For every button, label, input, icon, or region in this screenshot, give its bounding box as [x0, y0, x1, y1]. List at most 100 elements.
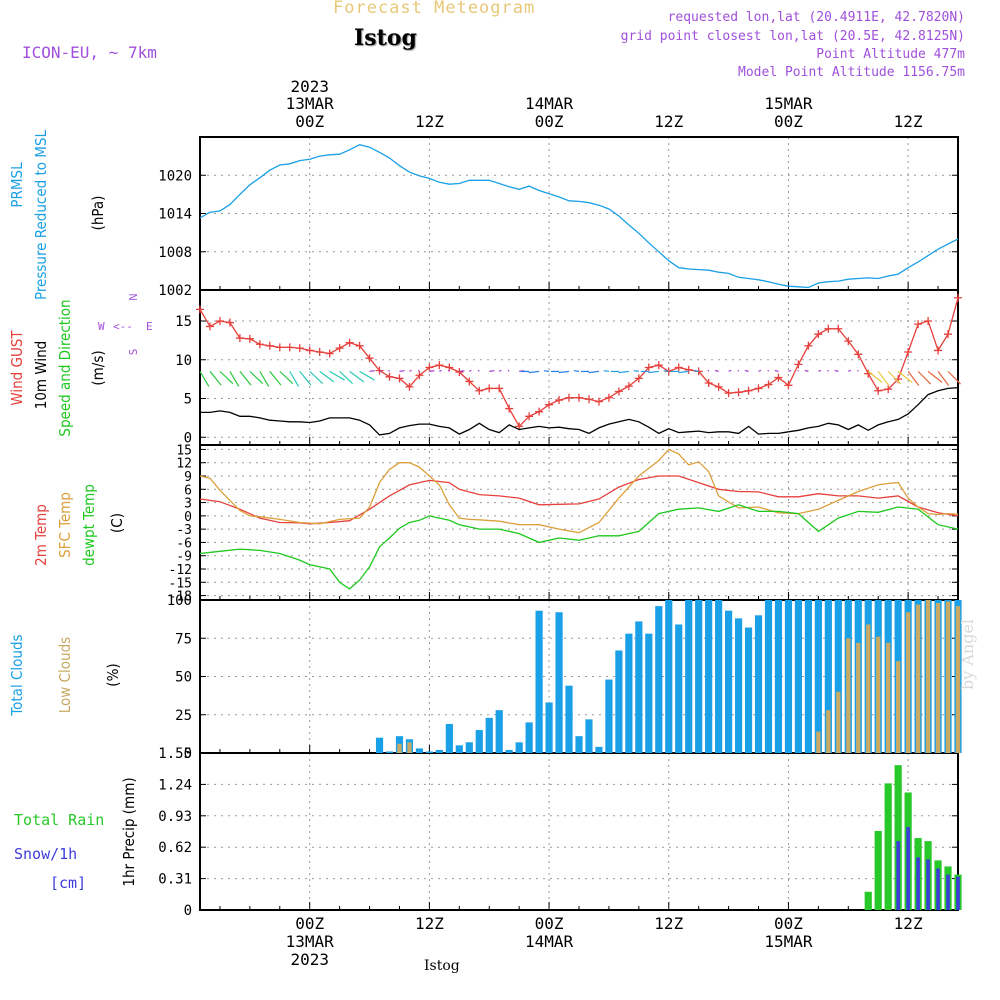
gust-point [914, 320, 923, 329]
gust-point [196, 305, 204, 314]
wind-arrow [417, 369, 420, 372]
wind-arrow [319, 370, 335, 383]
gust-point [435, 361, 444, 370]
gust-point [624, 382, 633, 391]
gust-point [255, 340, 264, 349]
ytick-label: 50 [175, 670, 192, 686]
gust-point [784, 381, 793, 390]
rain-bar [874, 830, 882, 910]
sfc-label: SFC Temp [56, 492, 74, 558]
snow-bar [936, 868, 940, 910]
top-time-label: 00Z [295, 112, 324, 131]
ytick-label: 1002 [158, 283, 192, 299]
low-cloud-bar [886, 642, 891, 753]
bottom-year-label: 2023 [290, 950, 329, 969]
total-clouds-label: Total Clouds [8, 634, 26, 716]
total-cloud-bar [834, 600, 842, 753]
low-cloud-bar [876, 636, 881, 753]
wind-arrow [618, 370, 629, 374]
total-cloud-bar [675, 624, 683, 753]
top-year-label: 2023 [290, 77, 329, 96]
ytick-label: 1.24 [158, 777, 192, 793]
total-cloud-bar [535, 610, 543, 753]
gust-point [285, 343, 294, 352]
temp-unit: (C) [108, 513, 126, 533]
top-date-label: 13MAR [286, 94, 335, 113]
wind-arrow [528, 370, 540, 374]
wind-arrow [588, 370, 600, 374]
wind-arrow [219, 370, 234, 385]
ytick-label: 1020 [158, 168, 192, 184]
t2m-label: 2m Temp [32, 504, 50, 566]
wind-arrow [229, 371, 240, 387]
total-cloud-bar [685, 600, 693, 753]
ytick-label: 0.31 [158, 872, 192, 888]
wind-arrow [259, 371, 270, 387]
gust-point [794, 360, 803, 369]
low-cloud-bar [397, 743, 402, 753]
pressure-unit: (hPa) [89, 196, 107, 231]
gust-point [904, 348, 913, 356]
gust-point [425, 363, 434, 372]
ytick-label: 15 [176, 443, 192, 458]
wind-arrow [543, 370, 550, 372]
wind-arrow [507, 369, 510, 372]
wind-arrow [447, 369, 450, 372]
gust-point [205, 322, 214, 331]
top-time-label: 00Z [535, 112, 564, 131]
gust-point [824, 324, 833, 333]
gust-point [944, 330, 953, 339]
ytick-label: -15 [169, 576, 192, 591]
total-cloud-bar [645, 633, 653, 753]
total-cloud-bar [705, 600, 713, 753]
gust-point [295, 344, 304, 353]
gust-point [365, 354, 374, 363]
top-time-label: 12Z [415, 112, 444, 131]
location-title: Istog [354, 25, 417, 51]
wind-arrow [379, 369, 382, 372]
gust-point [465, 377, 474, 386]
wind-arrow [678, 370, 689, 374]
gust-point [385, 372, 394, 381]
wind-arrow [818, 369, 822, 372]
gust-point [245, 334, 254, 343]
rain-bar [864, 891, 872, 910]
gust-point [445, 363, 454, 372]
wind-arrow [767, 369, 770, 372]
wind-arrow [429, 370, 435, 372]
total-cloud-bar [734, 618, 743, 753]
gust-point [265, 341, 274, 350]
total-cloud-bar [425, 751, 433, 753]
total-cloud-bar [655, 606, 663, 753]
ytick-label: -12 [169, 563, 192, 578]
wind-arrow [788, 369, 792, 372]
total-cloud-bar [415, 748, 424, 753]
gust-point [674, 363, 683, 372]
wind-arrow [329, 370, 345, 381]
gust-point [644, 363, 653, 372]
total-cloud-bar [515, 742, 523, 753]
gust-point [405, 382, 414, 391]
wind-arrow [477, 369, 480, 372]
total-cloud-bar [824, 600, 832, 753]
wind-arrow [937, 371, 950, 386]
wind-arrow [199, 371, 210, 387]
ytick-label: -6 [176, 536, 192, 551]
point-altitude: Point Altitude 477m [816, 47, 965, 62]
total-cloud-bar [495, 710, 503, 753]
wind-arrow [369, 370, 375, 372]
snow-bar [916, 857, 920, 910]
ytick-label: -9 [176, 550, 192, 565]
gust-point [565, 393, 574, 402]
low-cloud-bar [826, 710, 831, 753]
wind-arrow [359, 370, 375, 381]
wind-arrow [848, 369, 852, 372]
panel-frame-precip [199, 752, 959, 911]
gust-point [804, 341, 813, 350]
wind-arrow [269, 370, 282, 386]
wind-line [200, 386, 959, 436]
snow-unit-label: [cm] [50, 874, 86, 892]
compass-n: N [127, 293, 140, 300]
ytick-label: 0.93 [158, 809, 192, 825]
pressure-label-long: Pressure Reduced to MSL [32, 129, 50, 300]
